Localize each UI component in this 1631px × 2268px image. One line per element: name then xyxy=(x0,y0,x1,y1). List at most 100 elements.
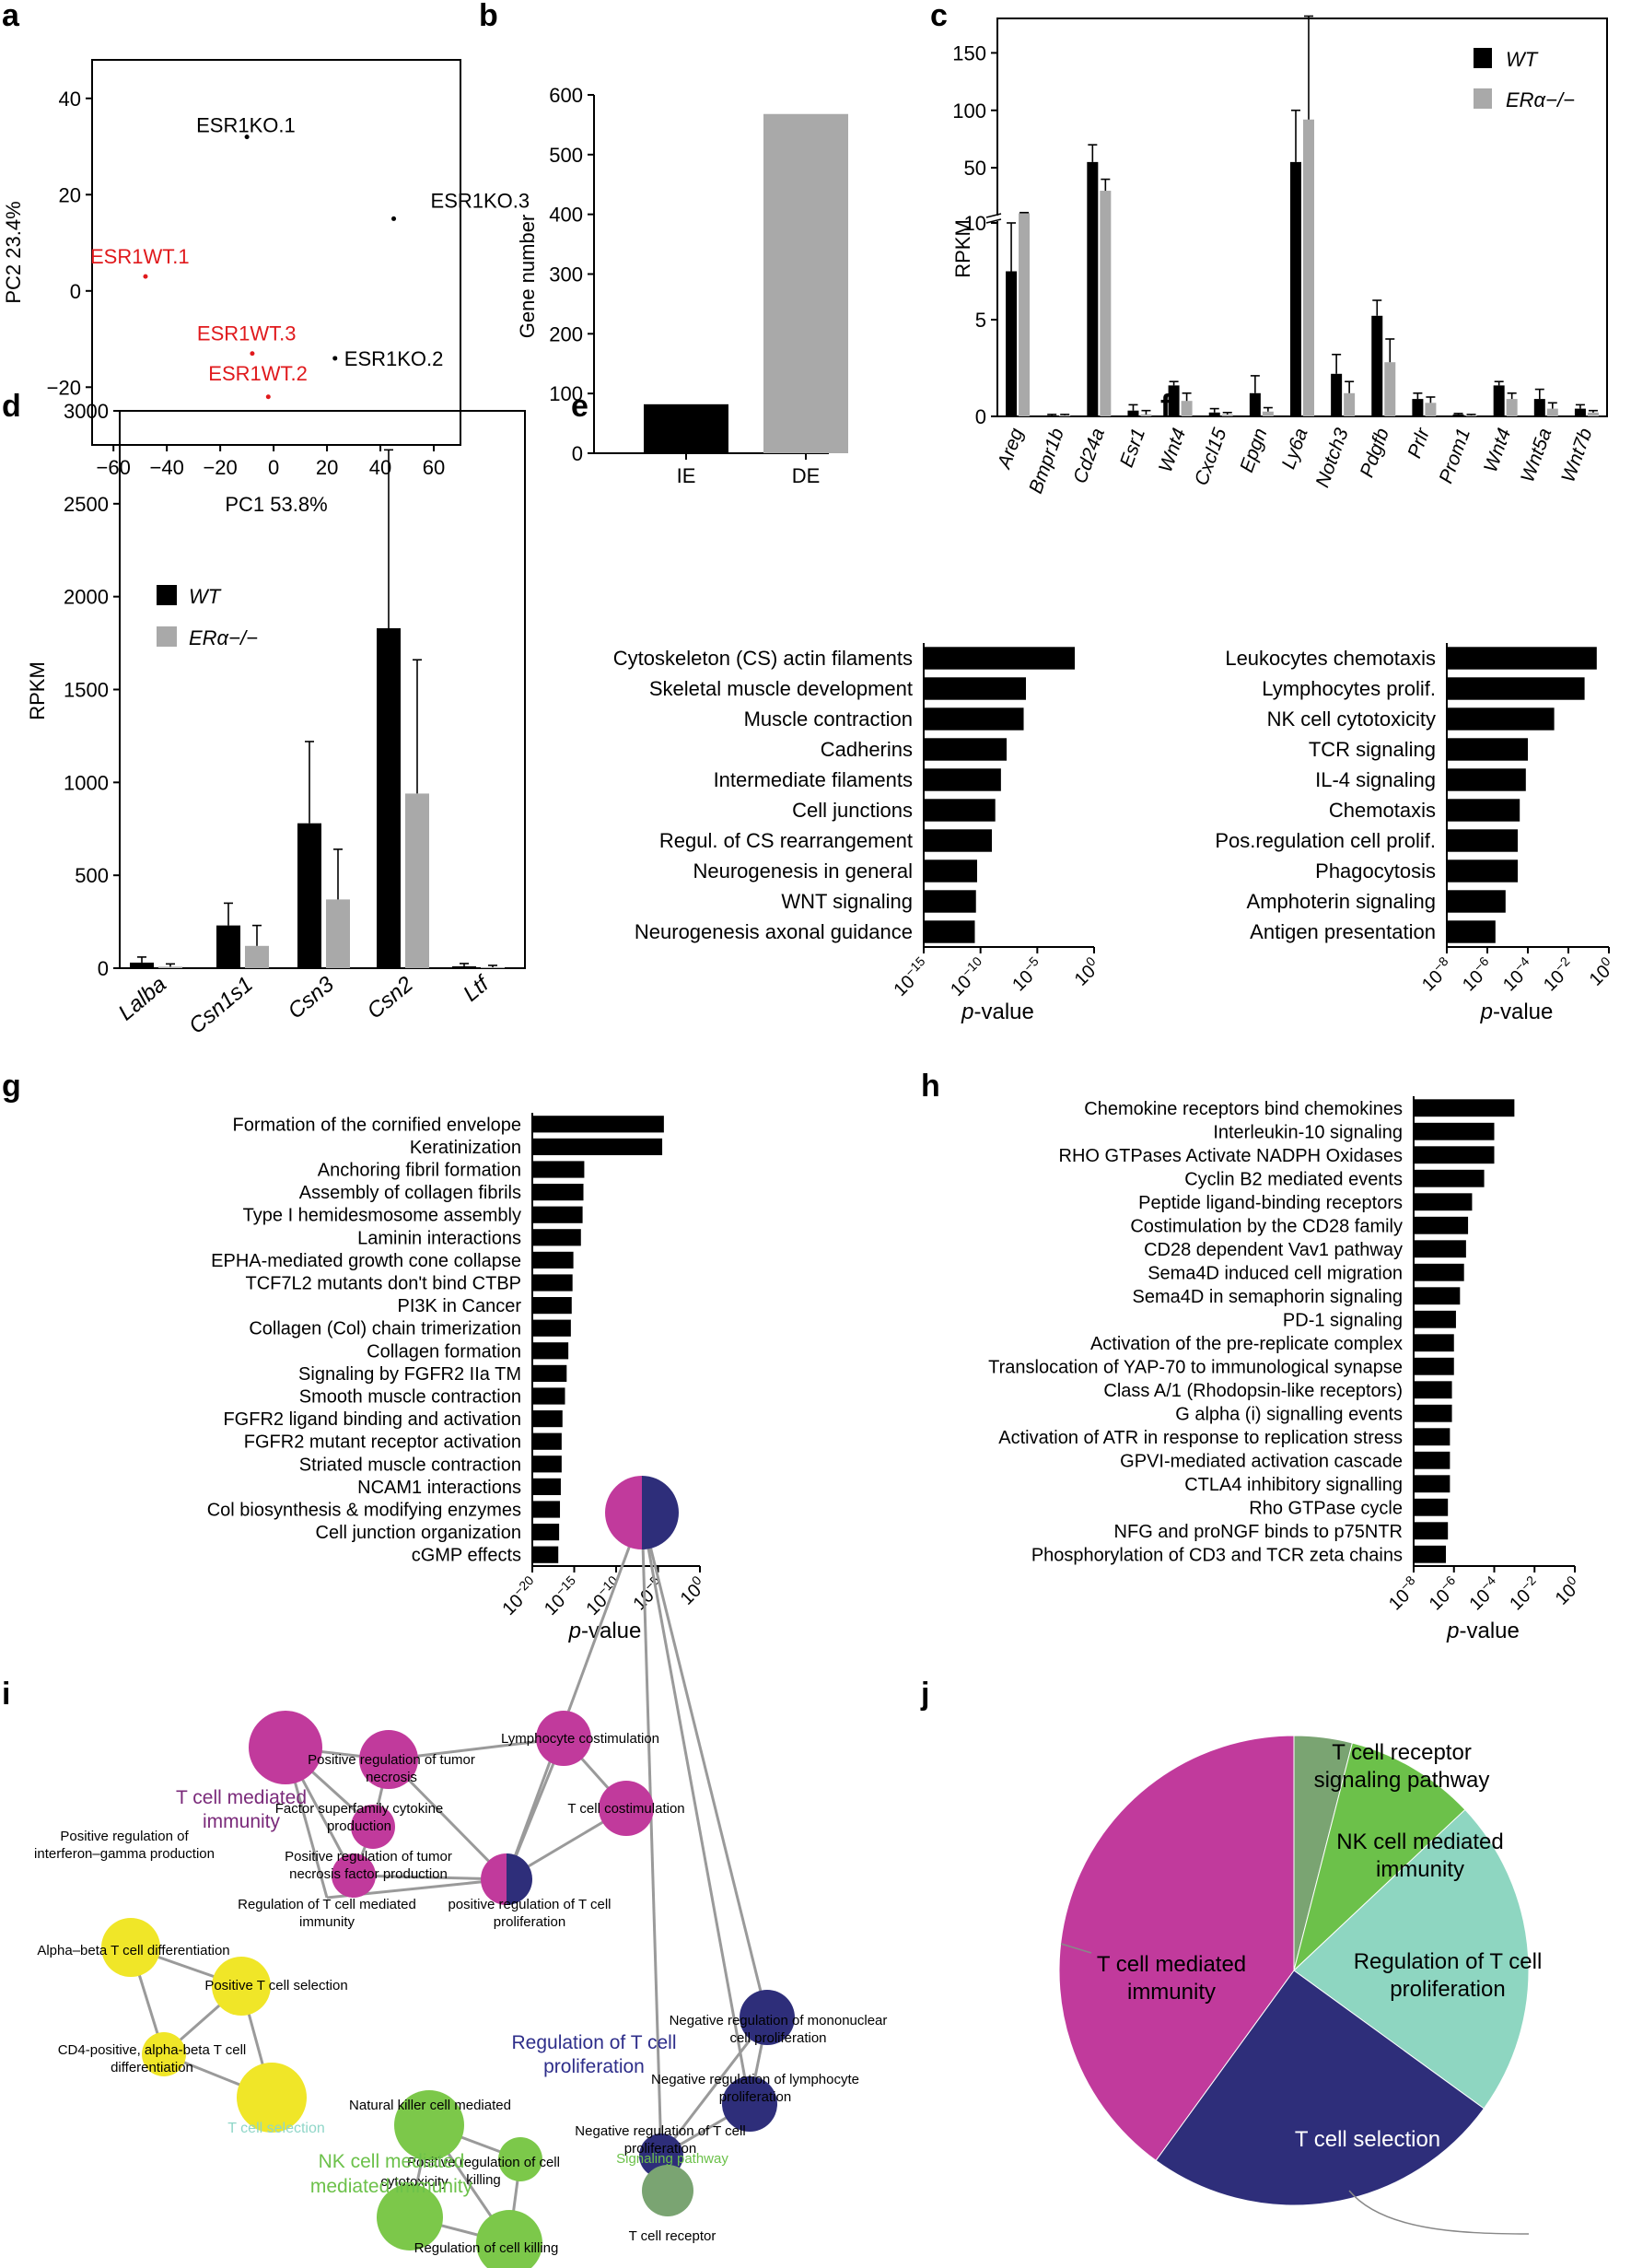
bar-19 xyxy=(532,1546,559,1563)
bar-19 xyxy=(1414,1545,1446,1563)
bar-Cd24a-ERα−/− xyxy=(1100,191,1112,416)
category-label: Keratinization xyxy=(410,1138,521,1158)
network-label-fsc: production xyxy=(327,1818,391,1834)
bar-7 xyxy=(1414,1263,1464,1281)
bar-8 xyxy=(532,1296,572,1315)
bar-Prlr-ERα−/− xyxy=(1425,403,1437,416)
category-label: Costimulation by the CD28 family xyxy=(1130,1216,1403,1236)
network-label-prck: killing xyxy=(466,2172,501,2188)
bar-9 xyxy=(924,920,975,943)
bar-Ltf-ERα−/− xyxy=(481,966,505,968)
network-edge xyxy=(659,2017,769,2157)
bar-12 xyxy=(1414,1381,1452,1399)
group-label-tcmi: T cell mediated xyxy=(176,1787,307,1808)
category-label: NK cell cytotoxicity xyxy=(1267,707,1436,731)
bar-11 xyxy=(532,1364,567,1383)
x-tick-label: Csn1s1 xyxy=(184,972,258,1039)
bar-15 xyxy=(1414,1451,1450,1469)
network-label-prtnf: Positive regulation of tumor xyxy=(285,1849,452,1865)
bar-2 xyxy=(1414,1146,1495,1164)
category-label: NFG and proNGF binds to p75NTR xyxy=(1114,1522,1403,1542)
network-node-prtn xyxy=(359,1730,418,1789)
category-label: Neurogenesis axonal guidance xyxy=(635,920,913,943)
category-label: Regul. of CS rearrangement xyxy=(659,829,913,852)
x-tick-label: Csn2 xyxy=(363,972,418,1024)
point-label: ESR1WT.3 xyxy=(197,322,297,345)
y-tick-label: 0 xyxy=(70,280,81,303)
network-label-tcr: T cell receptor xyxy=(629,2228,716,2244)
network-node-rtcp-right xyxy=(642,1476,679,1549)
network-label-nrmp: Negative regulation of mononuclear xyxy=(670,2013,888,2028)
bar-Csn1s1-ERα−/− xyxy=(245,945,269,968)
network-node-cyto xyxy=(377,2184,443,2250)
network-node-tcs xyxy=(237,2063,307,2133)
pie-slice-4 xyxy=(1058,1735,1295,2161)
bar-13 xyxy=(1414,1404,1452,1422)
category-label: Signaling by FGFR2 IIa TM xyxy=(298,1364,521,1385)
category-label: Cadherins xyxy=(821,738,913,761)
network-edge xyxy=(640,1512,751,2105)
y-tick-label: 2500 xyxy=(64,493,109,516)
network-label-rtcmi: immunity xyxy=(299,1914,355,1930)
category-label: Lymphocytes prolif. xyxy=(1262,677,1436,700)
category-label: Sema4D in semaphorin signaling xyxy=(1133,1287,1404,1307)
y-tick-label: 1000 xyxy=(64,771,109,794)
y-tick-label: 300 xyxy=(549,263,583,286)
bar-18 xyxy=(1414,1522,1449,1540)
bar-0 xyxy=(924,647,1076,670)
x-axis-label: p-value xyxy=(1480,1000,1554,1024)
bar-Areg-WT xyxy=(1006,271,1018,416)
pie-label-4: T cell mediated immunity xyxy=(1097,1952,1246,2005)
axis-break-mark xyxy=(985,213,1002,218)
data-point xyxy=(143,274,148,279)
bar-8 xyxy=(924,890,976,913)
x-tick-label: 0 xyxy=(268,456,279,479)
bar-14 xyxy=(1414,1428,1450,1446)
bar-17 xyxy=(1414,1498,1449,1516)
category-label: Striated muscle contraction xyxy=(299,1455,521,1475)
pie-label-2: Regulation of T cell proliferation xyxy=(1354,1949,1543,2002)
bar-10 xyxy=(1414,1334,1454,1352)
bar-9 xyxy=(1414,1310,1456,1328)
bar-5 xyxy=(1447,799,1520,822)
x-tick-label: 10−2 xyxy=(1503,1572,1545,1615)
x-tick-label: Epgn xyxy=(1236,426,1271,475)
network-label-nrmp: cell proliferation xyxy=(729,2030,826,2046)
x-tick-label: 100 xyxy=(1549,1572,1586,1609)
pie-leader-line-2 xyxy=(1060,1943,1092,1954)
axis-break-mark xyxy=(985,218,1002,224)
x-tick-label: 10−5 xyxy=(1006,953,1048,996)
category-label: Laminin interactions xyxy=(357,1228,521,1248)
category-label: Phosphorylation of CD3 and TCR zeta chai… xyxy=(1031,1545,1403,1565)
category-label: Collagen formation xyxy=(367,1341,521,1362)
panel-letter-h: h xyxy=(921,1069,940,1104)
bar-Notch3-ERα−/− xyxy=(1344,392,1356,416)
category-label: FGFR2 ligand binding and activation xyxy=(223,1409,521,1430)
bar-5 xyxy=(924,799,996,822)
x-tick-label: 100 xyxy=(1583,953,1620,990)
x-tick-label: Bmpr1b xyxy=(1025,426,1068,497)
category-label: Translocation of YAP-70 to immunological… xyxy=(988,1357,1403,1377)
network-node-fsc xyxy=(351,1805,395,1849)
network-node-tc xyxy=(599,1781,654,1836)
category-label: CTLA4 inhibitory signalling xyxy=(1184,1475,1403,1495)
bar-8 xyxy=(1414,1287,1461,1305)
network-node-prtcp-right xyxy=(507,1853,532,1905)
bar-4 xyxy=(1447,768,1526,791)
network-label-rtcmi: Regulation of T cell mediated xyxy=(238,1897,416,1912)
legend-swatch-wt xyxy=(157,585,177,605)
network-edge xyxy=(505,1512,644,1880)
x-tick-label: 10−10 xyxy=(580,1572,627,1619)
pie-label-3: T cell selection xyxy=(1295,2127,1440,2152)
bar-4 xyxy=(924,768,1001,791)
bar-Pdgfb-WT xyxy=(1371,315,1383,416)
x-tick-label: Ltf xyxy=(459,970,495,1006)
point-label: ESR1KO.2 xyxy=(344,347,444,370)
network-label-prtn: Positive regulation of tumor xyxy=(308,1752,475,1768)
network-node-rtcp-left xyxy=(605,1476,642,1549)
y-tick-label: 10 xyxy=(964,212,986,235)
network-label-nrtp: proliferation xyxy=(624,2141,696,2157)
pie-label-1: NK cell mediated immunity xyxy=(1336,1830,1503,1882)
